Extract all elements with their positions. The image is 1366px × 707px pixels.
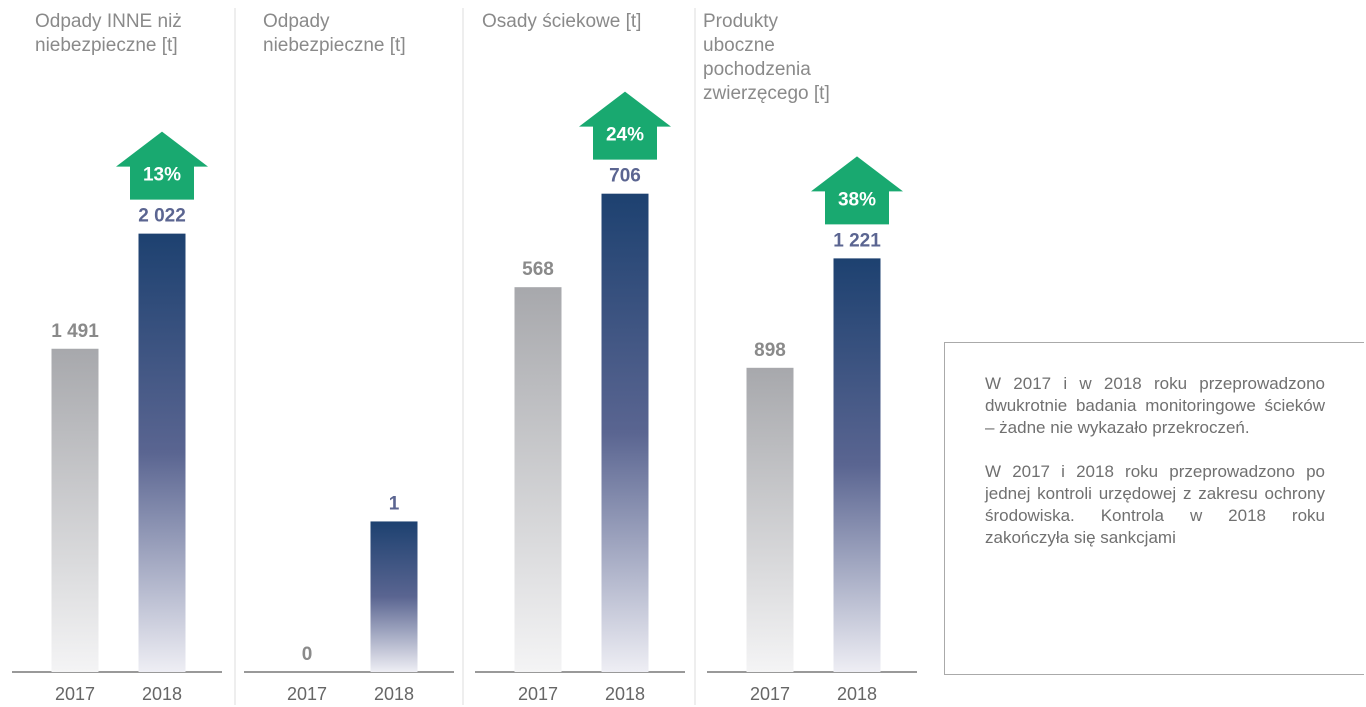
x-tick-label: 2018: [837, 684, 877, 704]
notes-box: W 2017 i w 2018 roku przeprowadzono dwuk…: [944, 342, 1364, 675]
value-label: 706: [609, 166, 641, 187]
bar: [514, 287, 562, 672]
value-label: 1 491: [51, 321, 99, 342]
x-tick-label: 2017: [518, 684, 558, 704]
bar: [138, 233, 186, 672]
bar: [601, 193, 649, 672]
chart-title: Produkty uboczne pochodzenia zwierzęcego…: [703, 11, 830, 104]
change-label: 13%: [143, 165, 181, 186]
x-tick-label: 2018: [374, 684, 414, 704]
chart-title: Osady ściekowe [t]: [482, 11, 642, 32]
bar: [370, 521, 418, 672]
value-label: 0: [302, 644, 313, 665]
x-tick-label: 2017: [287, 684, 327, 704]
change-arrow: [811, 156, 903, 225]
change-arrow: [579, 91, 671, 160]
x-tick-label: 2017: [750, 684, 790, 704]
value-label: 1: [389, 493, 400, 514]
note: W 2017 i 2018 roku przeprowadzono po jed…: [985, 462, 1325, 547]
change-label: 38%: [838, 189, 876, 210]
chart-title: Odpady niebezpieczne [t]: [263, 11, 406, 56]
bar: [833, 258, 881, 672]
note: W 2017 i w 2018 roku przeprowadzono dwuk…: [985, 374, 1325, 437]
change-label: 24%: [606, 125, 644, 146]
change-arrow: [116, 131, 208, 200]
x-tick-label: 2018: [142, 684, 182, 704]
x-tick-label: 2017: [55, 684, 95, 704]
value-label: 2 022: [138, 206, 186, 227]
bar: [746, 367, 794, 672]
value-label: 898: [754, 340, 786, 361]
bar: [51, 348, 99, 672]
chart-title: Odpady INNE niż niebezpieczne [t]: [35, 11, 182, 56]
x-tick-label: 2018: [605, 684, 645, 704]
value-label: 1 221: [833, 230, 881, 251]
value-label: 568: [522, 259, 554, 280]
